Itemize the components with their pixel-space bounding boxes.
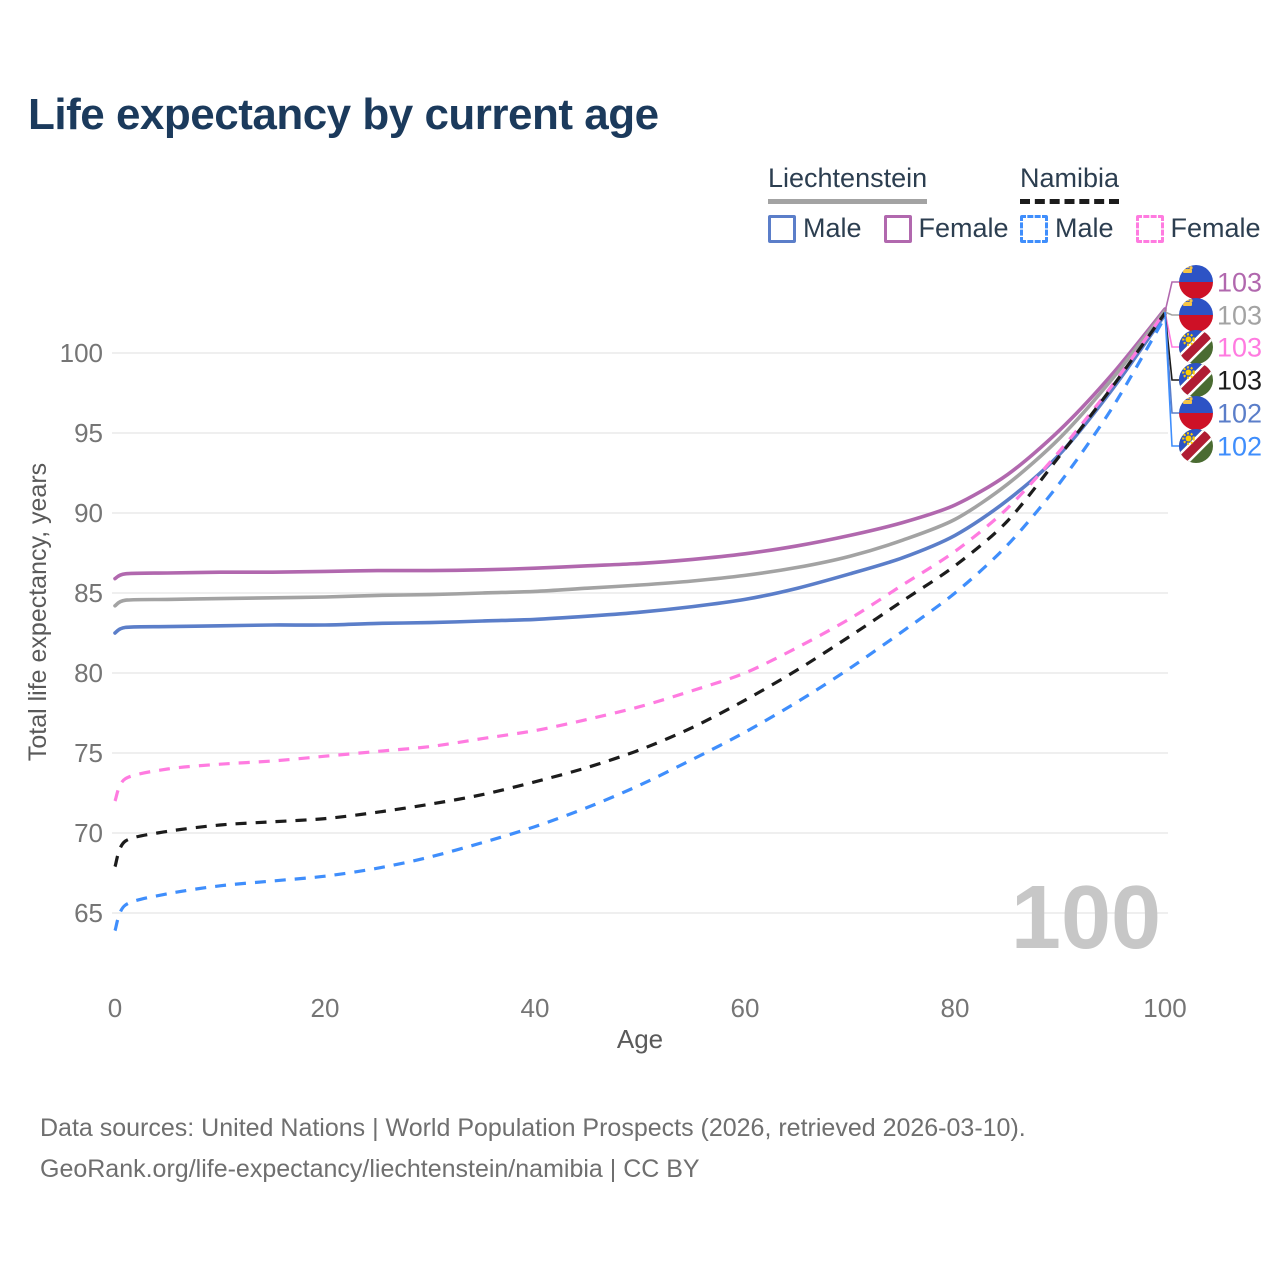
- legend-item-namibia-male[interactable]: Male: [1020, 213, 1114, 244]
- end-label-value: 103: [1217, 301, 1262, 331]
- legend-group-liechtenstein: Liechtenstein Male Female: [768, 163, 1009, 244]
- liechtenstein-flag-icon: [1179, 396, 1213, 430]
- liechtenstein-female-swatch-icon: [883, 214, 912, 243]
- end-label-value: 103: [1217, 268, 1262, 298]
- footer: Data sources: United Nations | World Pop…: [40, 1108, 1026, 1190]
- y-tick-label: 95: [74, 418, 103, 448]
- liechtenstein-male-swatch-icon: [768, 214, 796, 243]
- y-tick-label: 100: [60, 338, 103, 368]
- liechtenstein-flag-icon: [1179, 298, 1213, 332]
- y-tick-label: 80: [74, 658, 103, 688]
- y-tick-label: 85: [74, 578, 103, 608]
- x-tick-label: 40: [521, 993, 550, 1023]
- age-watermark: 100: [1011, 868, 1161, 968]
- y-tick-label: 70: [74, 818, 103, 848]
- curve-namibia-female: [113, 310, 1167, 802]
- namibia-flag-icon: [1179, 330, 1213, 364]
- end-label-value: 103: [1217, 333, 1262, 363]
- x-tick-label: 20: [311, 993, 340, 1023]
- chart-root: 65 70 75 80 85 90 95 100 100 0 20 40 60 80 100 Age Total…: [24, 265, 1262, 1054]
- y-tick-label: 65: [74, 898, 103, 928]
- legend-item-liechtenstein-female[interactable]: Female: [883, 213, 1009, 244]
- end-label-connector: [1164, 281, 1179, 313]
- namibia-flag-icon: [1179, 363, 1213, 397]
- curve-liechtenstein-male: [113, 312, 1167, 635]
- legend-label: Female: [918, 213, 1009, 243]
- x-tick-label: 0: [108, 993, 122, 1023]
- end-label-value: 102: [1217, 432, 1262, 462]
- y-tick-label: 75: [74, 738, 103, 768]
- legend-item-liechtenstein-male[interactable]: Male: [768, 213, 862, 244]
- y-axis-title: Total life expectancy, years: [24, 463, 52, 761]
- x-tick-label: 80: [941, 993, 970, 1023]
- x-axis-title: Age: [617, 1024, 663, 1054]
- end-label-connector: [1164, 311, 1179, 316]
- namibia-male-swatch-icon: [1020, 214, 1048, 243]
- legend-group-namibia: Namibia Male Female: [1020, 163, 1261, 244]
- legend-item-namibia-female[interactable]: Female: [1135, 213, 1261, 244]
- legend-label: Male: [803, 213, 862, 243]
- legend-label: Male: [1055, 213, 1114, 243]
- end-label-connector: [1164, 311, 1179, 348]
- x-tick-label: 100: [1143, 993, 1186, 1023]
- end-label-value: 102: [1217, 399, 1262, 429]
- namibia-flag-icon: [1179, 429, 1213, 463]
- legend-label: Female: [1170, 213, 1261, 243]
- curve-namibia: [113, 312, 1167, 868]
- liechtenstein-flag-icon: [1179, 265, 1213, 299]
- x-tick-label: 60: [731, 993, 760, 1023]
- curve-liechtenstein-female: [113, 307, 1167, 581]
- namibia-female-swatch-icon: [1135, 214, 1164, 243]
- footer-link: GeoRank.org/life-expectancy/liechtenstei…: [40, 1155, 700, 1183]
- curve-namibia-male: [113, 316, 1167, 932]
- end-label-connector: [1164, 311, 1179, 447]
- footer-sources: Data sources: United Nations | World Pop…: [40, 1114, 1026, 1142]
- legend-country-liechtenstein[interactable]: Liechtenstein: [768, 163, 928, 204]
- curve-liechtenstein: [113, 308, 1167, 608]
- legend-country-namibia[interactable]: Namibia: [1020, 163, 1120, 204]
- end-label-value: 103: [1217, 366, 1262, 396]
- page-title: Life expectancy by current age: [28, 90, 659, 139]
- y-tick-label: 90: [74, 498, 103, 528]
